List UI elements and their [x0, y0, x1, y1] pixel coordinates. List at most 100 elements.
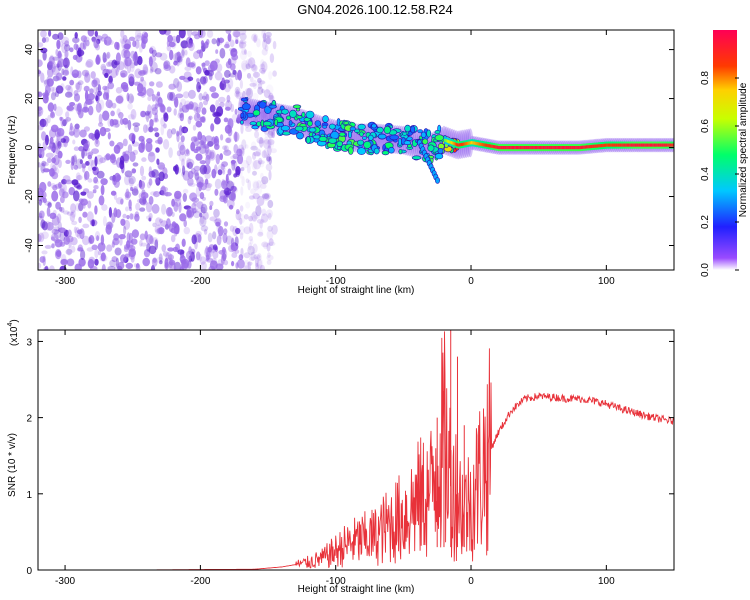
noise-speckle: [214, 116, 221, 125]
noise-speckle: [98, 113, 103, 125]
band-core: [475, 141, 478, 145]
noise-speckle: [86, 211, 94, 223]
noise-speckle: [230, 245, 237, 253]
noise-speckle: [187, 177, 194, 186]
noise-speckle: [244, 118, 250, 129]
noise-speckle: [235, 91, 244, 100]
spectrogram-frame: [37, 29, 675, 271]
noise-speckle: [198, 101, 204, 109]
noise-speckle: [126, 92, 130, 102]
noise-speckle: [55, 85, 64, 94]
noise-speckle: [186, 157, 192, 165]
noise-speckle: [240, 123, 244, 135]
noise-speckle: [261, 61, 268, 73]
snr-y-axis: 0 1 2 3: [26, 337, 674, 577]
noise-speckle: [256, 218, 265, 224]
noise-speckle: [72, 73, 78, 78]
noise-speckle: [44, 117, 49, 127]
noise-speckle: [239, 40, 247, 45]
noise-speckle: [135, 263, 140, 269]
noise-speckle: [203, 144, 210, 149]
x-tick-label: 0: [468, 276, 474, 287]
noise-speckle: [185, 103, 194, 110]
noise-speckle: [147, 104, 152, 115]
noise-speckle: [250, 188, 256, 195]
noise-speckle: [265, 36, 271, 45]
noise-speckle: [252, 151, 257, 160]
band-core: [469, 141, 472, 145]
noise-speckle: [62, 175, 71, 183]
noise-speckle: [206, 182, 210, 187]
noise-speckle: [109, 259, 116, 268]
noise-speckle: [69, 47, 74, 53]
noise-speckle: [134, 30, 142, 40]
noise-speckle: [120, 70, 128, 78]
noise-speckle: [87, 30, 95, 37]
noise-speckle: [51, 243, 55, 249]
noise-speckle: [160, 185, 166, 196]
noise-speckle: [82, 211, 88, 218]
noise-speckle: [100, 252, 106, 262]
colorbar: 0.0 0.2 0.4 0.6 0.8 Normalized spectral ampl…: [700, 30, 749, 277]
noise-speckle: [52, 184, 58, 191]
track-blob: [258, 101, 267, 109]
noise-speckle: [73, 190, 80, 202]
band-core: [453, 142, 456, 146]
noise-speckle: [132, 162, 139, 167]
noise-speckle: [48, 60, 53, 66]
noise-speckle: [204, 182, 213, 188]
noise-speckle: [186, 250, 193, 260]
noise-speckle: [220, 163, 225, 171]
noise-speckle: [241, 47, 247, 55]
noise-speckle: [187, 260, 192, 269]
noise-speckle: [253, 151, 261, 157]
noise-speckle: [72, 54, 78, 61]
noise-speckle: [38, 212, 43, 219]
noise-speckle: [94, 249, 99, 259]
noise-speckle: [221, 180, 227, 190]
noise-speckle: [124, 253, 130, 258]
noise-speckle: [227, 168, 232, 176]
noise-speckle: [250, 251, 256, 261]
noise-speckle: [173, 261, 182, 270]
spectrogram-x-axis: -300 -200 -100 0 100: [55, 30, 615, 287]
noise-speckle: [226, 180, 235, 192]
noise-speckle: [249, 238, 254, 245]
noise-speckle: [58, 188, 65, 197]
noise-speckle: [171, 211, 175, 218]
track-blob: [417, 129, 423, 134]
noise-speckle: [261, 48, 268, 56]
track-blob: [421, 138, 429, 145]
noise-speckle: [90, 71, 96, 79]
track-blob: [296, 132, 304, 140]
noise-speckle: [261, 208, 267, 216]
noise-speckle: [91, 166, 97, 171]
band-core: [537, 146, 540, 150]
noise-speckle: [133, 81, 141, 86]
band-core: [572, 146, 575, 150]
band-core: [573, 146, 577, 150]
noise-speckle: [180, 49, 185, 58]
noise-speckle: [83, 143, 89, 150]
noise-speckle: [122, 151, 126, 160]
noise-speckle: [243, 265, 251, 270]
noise-speckle: [133, 186, 138, 194]
noise-speckle: [252, 79, 258, 90]
track-blob: [241, 103, 251, 110]
noise-speckle: [263, 89, 271, 99]
noise-speckle: [124, 191, 132, 199]
noise-speckle: [199, 76, 207, 85]
noise-speckle: [151, 49, 157, 57]
noise-speckle: [108, 39, 114, 46]
x-tick-label: -100: [326, 276, 346, 287]
noise-speckle: [123, 49, 131, 59]
band-core: [514, 146, 517, 150]
noise-speckle: [100, 184, 105, 196]
band-core: [499, 146, 502, 150]
noise-speckle: [137, 55, 143, 66]
noise-speckle: [180, 259, 187, 265]
noise-speckle: [154, 68, 162, 75]
noise-speckle: [177, 249, 185, 255]
track-blob: [299, 123, 307, 128]
